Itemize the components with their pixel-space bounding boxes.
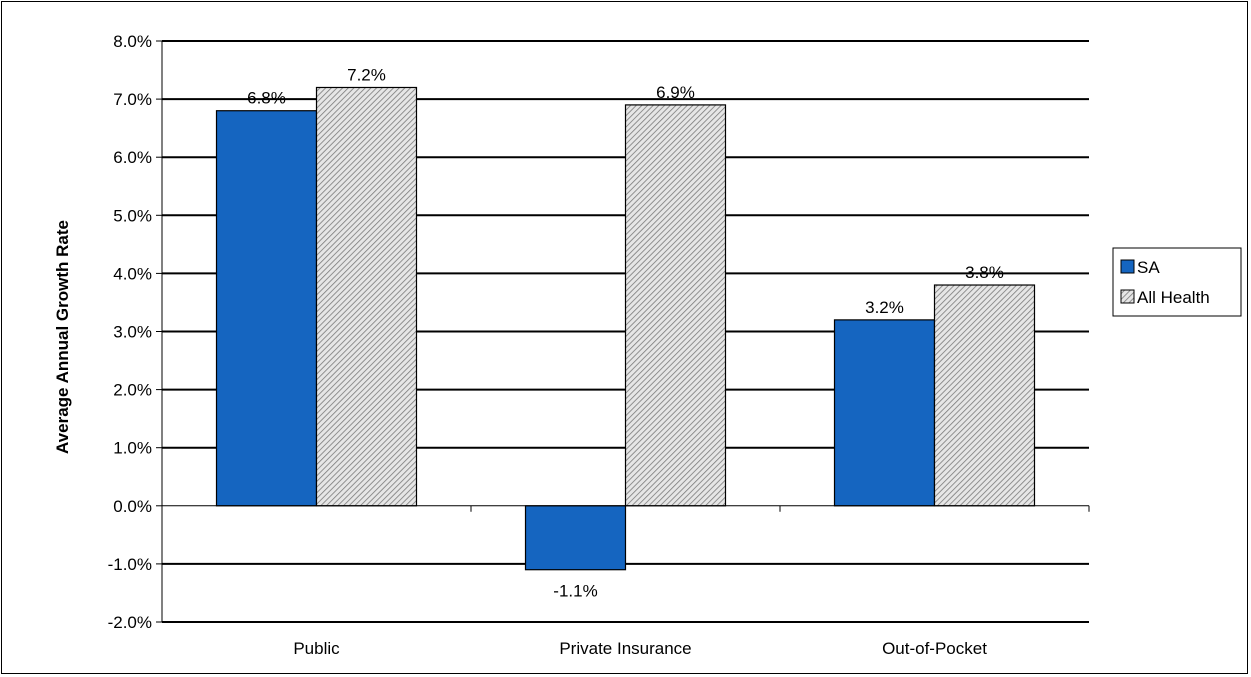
bar <box>524 505 627 571</box>
legend: SA All Health <box>1112 247 1242 317</box>
x-tick-label: Out-of-Pocket <box>882 639 987 658</box>
y-tick-label: -1.0% <box>108 555 152 574</box>
y-tick-label: 5.0% <box>113 206 152 225</box>
bar <box>624 104 727 507</box>
legend-swatch <box>1120 289 1135 304</box>
y-tick-label: 4.0% <box>113 264 152 283</box>
bar <box>215 110 318 507</box>
y-tick-label: 1.0% <box>113 439 152 458</box>
legend-box <box>1112 247 1242 317</box>
legend-swatch <box>1120 259 1135 274</box>
legend-label: SA <box>1137 258 1160 277</box>
y-tick-label: 7.0% <box>113 90 152 109</box>
y-tick-label: -2.0% <box>108 613 152 632</box>
y-tick-label: 8.0% <box>113 32 152 51</box>
y-tick-label: 0.0% <box>113 497 152 516</box>
data-label: 7.2% <box>347 65 386 84</box>
y-tick-label: 6.0% <box>113 148 152 167</box>
x-tick-label: Public <box>293 639 340 658</box>
data-labels: 6.8% 7.2% -1.1% 6.9% 3.2% 3.8% <box>247 65 1004 600</box>
bar <box>833 319 936 507</box>
x-tick-label: Private Insurance <box>559 639 691 658</box>
y-tick-label: 2.0% <box>113 381 152 400</box>
data-label: 3.8% <box>965 263 1004 282</box>
bars <box>215 86 1036 571</box>
y-axis-title: Average Annual Growth Rate <box>53 220 72 454</box>
axes: -2.0% -1.0% 0.0% 1.0% 2.0% 3.0% 4.0% 5.0% 6.0% 7.… <box>108 32 1090 658</box>
legend-label: All Health <box>1137 288 1210 307</box>
data-label: 6.9% <box>656 83 695 102</box>
bar <box>315 86 418 507</box>
y-tick-label: 3.0% <box>113 323 152 342</box>
data-label: -1.1% <box>553 582 597 601</box>
data-label: 6.8% <box>247 89 286 108</box>
bar <box>933 284 1036 507</box>
data-label: 3.2% <box>865 298 904 317</box>
